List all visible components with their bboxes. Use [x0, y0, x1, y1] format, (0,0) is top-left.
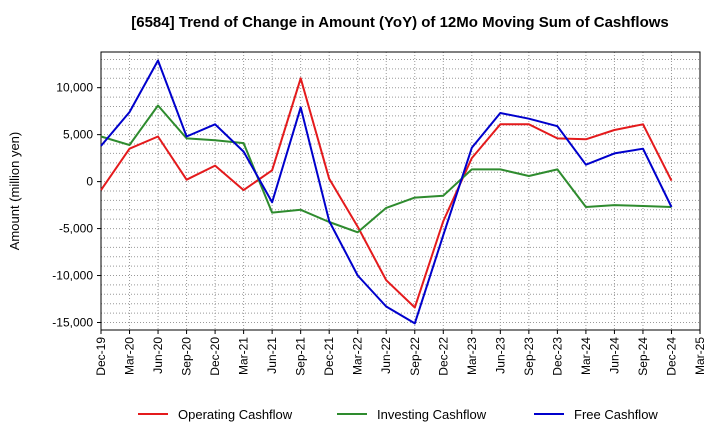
x-tick-label: Jun-21 [265, 337, 279, 374]
grid [100, 52, 701, 330]
legend: Operating Cashflow Investing Cashflow Free… [138, 407, 658, 422]
x-tick-label: Jun-22 [379, 337, 393, 374]
x-tick-label: Dec-20 [208, 337, 222, 376]
x-tick-label: Sep-24 [636, 337, 650, 376]
y-axis: 10,000 5,000 0 -5,000 -10,000 -15,000 [52, 81, 101, 329]
y-tick-label: 10,000 [56, 81, 93, 95]
x-tick-label: Mar-23 [465, 337, 479, 375]
y-tick-label: -15,000 [52, 315, 93, 329]
x-tick-label: Jun-20 [151, 337, 165, 374]
x-tick-label: Sep-22 [408, 337, 422, 376]
x-axis: Dec-19 Mar-20 Jun-20 Sep-20 Dec-20 Mar-21 Jun-… [94, 330, 707, 376]
series-line [100, 104, 672, 234]
series-line [100, 77, 673, 309]
x-tick-label: Mar-22 [351, 337, 365, 375]
x-tick-label: Dec-24 [664, 337, 678, 376]
y-tick-label: 5,000 [63, 128, 93, 142]
x-tick-label: Mar-21 [237, 337, 251, 375]
legend-label: Investing Cashflow [377, 407, 487, 422]
x-tick-label: Mar-20 [123, 337, 137, 375]
x-tick-label: Dec-23 [550, 337, 564, 376]
x-tick-label: Jun-24 [607, 337, 621, 374]
legend-label: Free Cashflow [574, 407, 658, 422]
series-group [100, 59, 673, 325]
y-tick-label: -10,000 [52, 269, 93, 283]
x-tick-label: Mar-25 [693, 337, 707, 375]
x-tick-label: Mar-24 [579, 337, 593, 375]
chart-title: [6584] Trend of Change in Amount (YoY) o… [131, 14, 669, 31]
legend-label: Operating Cashflow [178, 407, 293, 422]
x-tick-label: Dec-19 [94, 337, 108, 376]
y-tick-label: -5,000 [59, 222, 93, 236]
series-line [100, 59, 673, 325]
y-tick-label: 0 [86, 175, 93, 189]
y-axis-label: Amount (million yen) [7, 132, 22, 251]
x-tick-label: Jun-23 [493, 337, 507, 374]
x-tick-label: Dec-21 [322, 337, 336, 376]
plot-frame [100, 51, 701, 331]
x-tick-label: Sep-21 [294, 337, 308, 376]
x-tick-label: Sep-23 [522, 337, 536, 376]
x-tick-label: Sep-20 [180, 337, 194, 376]
x-tick-label: Dec-22 [436, 337, 450, 376]
